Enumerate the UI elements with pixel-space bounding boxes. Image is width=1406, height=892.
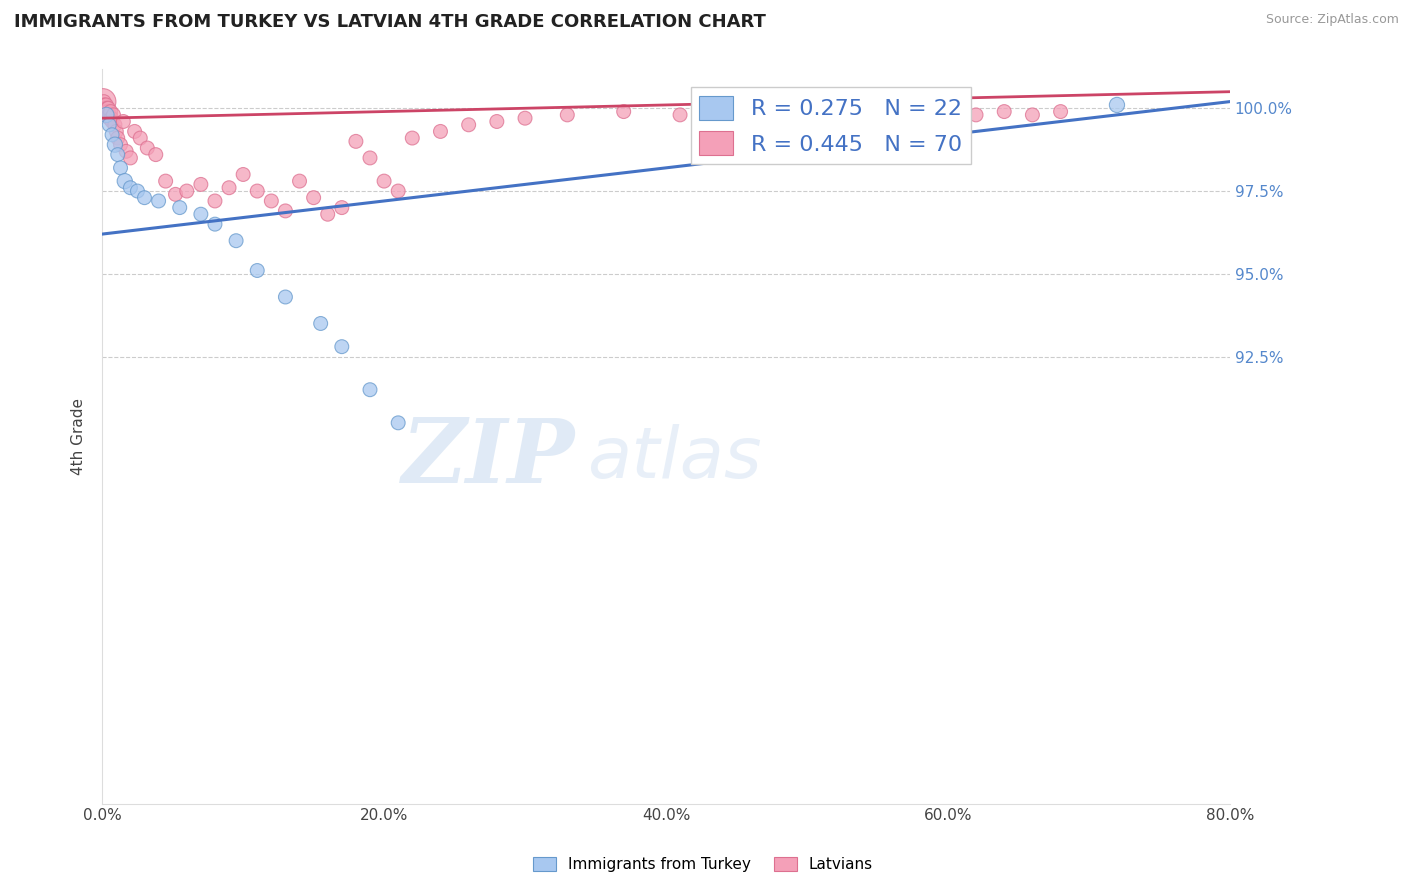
- Point: [148, 194, 170, 208]
- Point: [98, 111, 121, 125]
- Point: [344, 134, 367, 148]
- Point: [114, 174, 136, 188]
- Point: [155, 174, 177, 188]
- Point: [330, 340, 353, 354]
- Point: [105, 124, 128, 138]
- Point: [124, 124, 146, 138]
- Point: [993, 104, 1015, 119]
- Y-axis label: 4th Grade: 4th Grade: [72, 398, 86, 475]
- Point: [387, 184, 409, 198]
- Point: [101, 114, 124, 128]
- Point: [246, 263, 269, 277]
- Point: [97, 104, 120, 119]
- Point: [457, 118, 479, 132]
- Point: [100, 104, 122, 119]
- Point: [93, 101, 115, 115]
- Point: [110, 137, 132, 152]
- Point: [91, 95, 114, 109]
- Point: [176, 184, 198, 198]
- Point: [1105, 98, 1128, 112]
- Point: [93, 101, 115, 115]
- Point: [359, 151, 381, 165]
- Point: [101, 128, 124, 142]
- Point: [190, 207, 212, 221]
- Point: [98, 108, 121, 122]
- Point: [852, 108, 875, 122]
- Point: [127, 184, 149, 198]
- Point: [513, 111, 536, 125]
- Point: [96, 104, 118, 119]
- Point: [810, 104, 832, 119]
- Point: [246, 184, 269, 198]
- Point: [274, 203, 297, 218]
- Point: [129, 131, 152, 145]
- Point: [260, 194, 283, 208]
- Point: [104, 118, 127, 132]
- Point: [136, 141, 159, 155]
- Point: [96, 98, 118, 112]
- Point: [401, 131, 423, 145]
- Point: [93, 95, 115, 109]
- Point: [94, 104, 117, 119]
- Point: [110, 161, 132, 175]
- Point: [908, 108, 931, 122]
- Point: [204, 194, 226, 208]
- Point: [232, 168, 254, 182]
- Point: [98, 118, 121, 132]
- Point: [96, 101, 118, 115]
- Point: [96, 108, 118, 122]
- Point: [103, 108, 125, 122]
- Point: [330, 201, 353, 215]
- Point: [1021, 108, 1043, 122]
- Legend: Immigrants from Turkey, Latvians: Immigrants from Turkey, Latvians: [526, 849, 880, 880]
- Text: Source: ZipAtlas.com: Source: ZipAtlas.com: [1265, 13, 1399, 27]
- Point: [94, 98, 117, 112]
- Point: [190, 178, 212, 192]
- Point: [880, 104, 903, 119]
- Point: [429, 124, 451, 138]
- Point: [204, 217, 226, 231]
- Point: [169, 201, 191, 215]
- Point: [485, 114, 508, 128]
- Legend: R = 0.275   N = 22, R = 0.445   N = 70: R = 0.275 N = 22, R = 0.445 N = 70: [690, 87, 970, 164]
- Text: atlas: atlas: [588, 424, 762, 492]
- Point: [94, 101, 117, 115]
- Point: [387, 416, 409, 430]
- Text: ZIP: ZIP: [402, 415, 576, 501]
- Point: [1049, 104, 1071, 119]
- Point: [965, 108, 987, 122]
- Point: [936, 111, 959, 125]
- Point: [302, 191, 325, 205]
- Point: [165, 187, 187, 202]
- Point: [100, 111, 122, 125]
- Point: [97, 108, 120, 122]
- Point: [91, 98, 114, 112]
- Point: [309, 317, 332, 331]
- Point: [613, 104, 636, 119]
- Point: [359, 383, 381, 397]
- Point: [768, 108, 790, 122]
- Point: [107, 131, 129, 145]
- Point: [669, 108, 692, 122]
- Point: [225, 234, 247, 248]
- Point: [274, 290, 297, 304]
- Point: [94, 101, 117, 115]
- Text: IMMIGRANTS FROM TURKEY VS LATVIAN 4TH GRADE CORRELATION CHART: IMMIGRANTS FROM TURKEY VS LATVIAN 4TH GR…: [14, 13, 766, 31]
- Point: [96, 108, 118, 122]
- Point: [120, 151, 142, 165]
- Point: [107, 147, 129, 161]
- Point: [555, 108, 578, 122]
- Point: [120, 180, 142, 194]
- Point: [134, 191, 156, 205]
- Point: [218, 180, 240, 194]
- Point: [316, 207, 339, 221]
- Point: [112, 114, 135, 128]
- Point: [115, 145, 138, 159]
- Point: [288, 174, 311, 188]
- Point: [373, 174, 395, 188]
- Point: [97, 101, 120, 115]
- Point: [104, 137, 127, 152]
- Point: [145, 147, 167, 161]
- Point: [725, 111, 748, 125]
